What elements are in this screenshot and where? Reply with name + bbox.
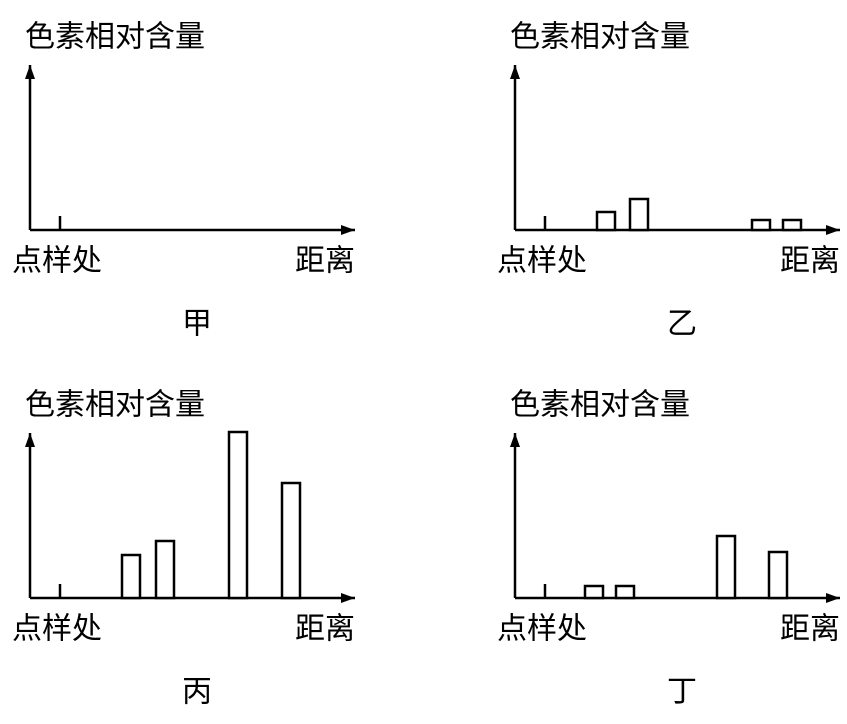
bar [154, 539, 176, 600]
x-arrow [341, 225, 355, 235]
x-arrow [826, 225, 840, 235]
x-arrow [826, 593, 840, 603]
x-arrow [341, 593, 355, 603]
bar [767, 550, 789, 600]
caption: 丙 [182, 675, 212, 710]
origin-label: 点样处 [497, 244, 587, 279]
bar [583, 584, 605, 600]
bar [628, 197, 650, 232]
x-axis-label: 距离 [780, 612, 840, 647]
x-axis-label: 距离 [780, 244, 840, 279]
origin-label: 点样处 [12, 612, 102, 647]
y-axis-label: 色素相对含量 [510, 20, 690, 55]
origin-label: 点样处 [12, 244, 102, 279]
bar [781, 218, 803, 232]
bar [227, 430, 249, 600]
x-axis-label: 距离 [295, 244, 355, 279]
caption: 乙 [667, 307, 697, 342]
y-arrow [510, 65, 520, 79]
bar [715, 534, 737, 600]
y-arrow [25, 65, 35, 79]
y-axis-label: 色素相对含量 [510, 388, 690, 423]
x-axis-label: 距离 [295, 612, 355, 647]
y-axis-label: 色素相对含量 [25, 388, 205, 423]
caption: 丁 [667, 675, 697, 710]
caption: 甲 [182, 307, 212, 342]
y-arrow [25, 433, 35, 447]
y-axis-label: 色素相对含量 [25, 20, 205, 55]
bar [280, 481, 302, 600]
bar [120, 553, 142, 600]
origin-label: 点样处 [497, 612, 587, 647]
bar [614, 584, 636, 600]
bar [595, 210, 617, 232]
bar [750, 218, 772, 232]
y-arrow [510, 433, 520, 447]
